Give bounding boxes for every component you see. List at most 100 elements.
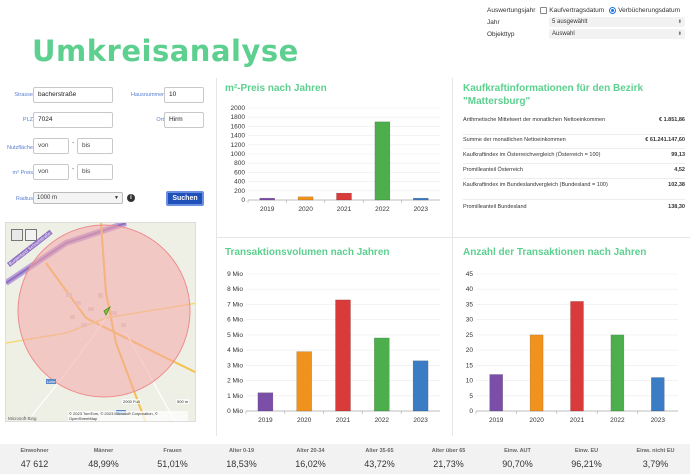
x-tick-label: 2022 [610,417,625,424]
bar-2021 [570,301,584,412]
bing-logo: Microsoft Bing [8,416,37,421]
stat-label: Alter 20-34 [296,448,325,454]
objekttyp-label: Objekttyp [487,30,515,38]
booking-date-option[interactable]: Verbücherungsdatum [609,6,680,14]
stat-item: Einw. nicht EU 3,79% [621,444,690,474]
kaufkraft-row: Kaufkraftindex im Bundeslandvergleich (B… [463,182,685,200]
y-tick-label: 8 Mio [227,286,243,293]
y-tick-label: 5 [469,393,473,400]
divider [216,78,217,436]
x-tick-label: 2023 [413,417,428,424]
info-icon[interactable]: i [127,194,135,202]
bar-2022 [374,121,391,201]
chevron-down-icon: ▼ [114,195,119,201]
x-tick-label: 2020 [298,206,313,213]
contract-date-checkbox[interactable] [540,6,548,14]
y-tick-label: 1000 [231,151,246,158]
booking-date-radio[interactable] [609,6,617,14]
kaufkraft-title: Kaufkraftinformationen für den Bezirk "M… [463,83,644,107]
kaufkraft-row: Kaufkraftindex im Österreichvergleich (Ö… [463,152,685,164]
kaufkraft-label: Arithmetische Mittelwert der monatlichen… [463,117,606,123]
stat-label: Männer [93,448,114,454]
plz-input[interactable]: 7024 [33,112,113,128]
search-button[interactable]: Suchen [166,191,204,206]
kaufkraft-label: Kaufkraftindex im Österreichvergleich (Ö… [463,152,601,158]
nutzflaeche-bis-input[interactable]: bis [77,138,113,154]
year-basis-label: Auswertungsjahr [487,6,536,14]
divider [216,237,690,238]
map[interactable]: Burgenland Schnellstraße Linie Linie 200… [5,222,196,422]
y-tick-label: 0 Mio [227,408,243,415]
objekttyp-select[interactable]: Auswahl ⬍ [549,29,685,39]
range-separator: - [72,166,75,173]
stat-value: 90,70% [502,459,533,469]
y-tick-label: 0 [469,408,473,415]
stat-label: Alter 35-65 [365,448,394,454]
chart-title-price: m²-Preis nach Jahren [225,83,327,94]
chart-title-volume: Transaktionsvolumen nach Jahren [225,247,390,258]
y-tick-label: 3 Mio [227,362,243,369]
hausnummer-input[interactable]: 10 [164,87,204,103]
contract-date-option[interactable]: Kaufvertragsdatum [540,6,604,14]
map-canvas [6,223,195,421]
y-tick-label: 800 [234,160,245,167]
count-chart: 0 5 10 15 20 25 30 35 40 45 2019 2020 2021 2022 2023 [466,271,678,424]
price-chart: 0 200 400 600 800 1000 1200 1400 1600 1800 2000 201… [231,105,440,213]
kaufkraft-label: Promilleanteil Bundesland [463,204,527,210]
y-tick-label: 0 [241,197,245,204]
map-select-tool-icon[interactable] [11,229,23,241]
booking-date-label: Verbücherungsdatum [618,6,680,14]
x-tick-label: 2019 [260,206,275,213]
x-tick-label: 2022 [375,206,390,213]
kaufkraft-value: € 61.241.147,60 [645,137,685,143]
y-tick-label: 1 Mio [227,393,243,400]
stat-item: Einw. AUT 90,70% [483,444,552,474]
filter-panel: Auswertungsjahr Kaufvertragsdatum Verbüc… [487,4,685,40]
ort-label: Ort [156,117,164,123]
stat-value: 21,73% [433,459,464,469]
stat-item: Alter 20-34 16,02% [276,444,345,474]
nutzflaeche-von-input[interactable]: von [33,138,69,154]
bar-2019 [259,197,275,201]
strasse-label: Strasse [14,92,33,98]
stats-bar: Einwohner 47 612 Männer 48,99% Frauen 51,01… [0,444,690,474]
jahr-label: Jahr [487,18,500,26]
radius-select[interactable]: 1000 m ▼ [33,192,123,204]
kaufkraft-value: 102,38 [668,182,685,188]
y-tick-label: 600 [234,169,245,176]
x-tick-label: 2022 [375,417,390,424]
y-tick-label: 1200 [231,142,246,149]
y-tick-label: 1800 [231,114,246,121]
y-tick-label: 5 Mio [227,332,243,339]
x-tick-label: 2023 [651,417,666,424]
x-tick-label: 2021 [336,417,351,424]
strasse-input[interactable]: bacherstraße [33,87,113,103]
preis-von-input[interactable]: von [33,164,69,180]
jahr-select[interactable]: 5 ausgewählt ⬍ [549,17,685,27]
stat-value: 18,53% [226,459,257,469]
bar-2022 [374,337,390,412]
stat-item: Alter 0-19 18,53% [207,444,276,474]
stat-value: 51,01% [157,459,188,469]
stat-item: Einw. EU 96,21% [552,444,621,474]
ort-input[interactable]: Hirm [164,112,204,128]
stat-value: 96,21% [571,459,602,469]
bar-2020 [297,196,314,201]
y-tick-label: 10 [466,378,474,385]
stat-value: 47 612 [20,459,49,469]
preis-bis-input[interactable]: bis [77,164,113,180]
bar-2020 [296,351,312,412]
y-tick-label: 2 Mio [227,378,243,385]
preis-label: m² Preis [12,170,33,176]
plz-label: PLZ [22,117,33,123]
radius-label: Radius [15,196,33,202]
eraser-icon[interactable] [25,229,37,241]
stat-label: Einwohner [20,448,49,454]
x-tick-label: 2021 [337,206,352,213]
bar-2023 [412,360,429,412]
kaufkraft-label: Kaufkraftindex im Bundeslandvergleich (B… [463,182,608,188]
bar-2022 [610,334,625,412]
stat-item: Alter über 65 21,73% [414,444,483,474]
y-tick-label: 1600 [231,123,246,130]
stat-value: 43,72% [364,459,395,469]
